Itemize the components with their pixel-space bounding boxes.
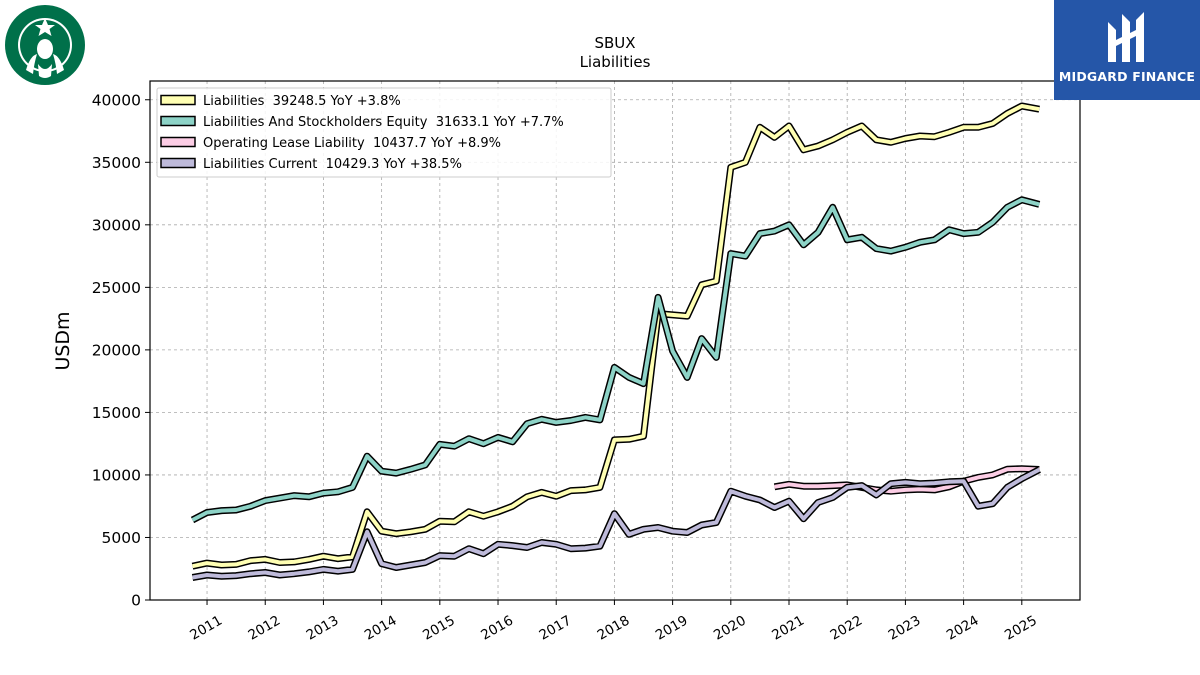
y-tick-label: 25000 <box>92 279 141 297</box>
x-tick-label: 2016 <box>478 613 516 644</box>
x-tick-label: 2023 <box>886 613 924 644</box>
series-line-outline-3 <box>191 466 1041 581</box>
y-tick-label: 0 <box>131 592 141 610</box>
x-tick-label: 2020 <box>711 613 749 644</box>
legend: Liabilities 39248.5 YoY +3.8% Liabilities… <box>156 87 612 178</box>
series-line-1 <box>191 197 1040 522</box>
legend-swatch <box>160 115 196 127</box>
brand-name: MIDGARD FINANCE <box>1058 69 1196 84</box>
x-tick-label: 2017 <box>536 613 574 644</box>
legend-entry: Operating Lease Liability 10437.7 YoY +8… <box>203 136 501 151</box>
x-tick-label: 2019 <box>653 613 691 644</box>
x-tick-label: 2024 <box>944 613 982 644</box>
legend-entry: Liabilities And Stockholders Equity 3163… <box>203 115 564 130</box>
y-tick-label: 5000 <box>102 529 141 547</box>
x-tick-label: 2021 <box>769 613 807 644</box>
series-line-outline-1 <box>190 196 1041 524</box>
legend-swatch <box>160 94 196 106</box>
legend-swatch <box>160 157 196 169</box>
x-tick-label: 2018 <box>595 613 633 644</box>
x-axis: 2011 2012 2013 2014 2015 2016 2017 2018 2019 2020… <box>187 600 1040 644</box>
y-tick-label: 35000 <box>92 154 141 172</box>
y-tick-label: 15000 <box>92 404 141 422</box>
x-tick-label: 2025 <box>1002 613 1040 644</box>
y-tick-label: 40000 <box>92 91 141 109</box>
series-line-2 <box>774 466 1040 494</box>
x-tick-label: 2011 <box>187 613 225 644</box>
x-tick-label: 2013 <box>304 613 342 644</box>
legend-swatch <box>160 136 196 148</box>
legend-box <box>156 87 612 178</box>
x-tick-label: 2022 <box>827 613 865 644</box>
series-layer <box>190 102 1041 581</box>
legend-entry: Liabilities Current 10429.3 YoY +38.5% <box>203 157 462 172</box>
series-line-0 <box>192 104 1040 569</box>
x-tick-label: 2014 <box>362 613 400 644</box>
y-tick-label: 20000 <box>92 341 141 359</box>
midgard-finance-logo: MIDGARD FINANCE <box>1054 0 1200 100</box>
legend-entry: Liabilities 39248.5 YoY +3.8% <box>203 94 401 109</box>
series-line-3 <box>192 467 1041 580</box>
chart-subtitle: Liabilities <box>580 53 651 71</box>
y-axis-label: USDm <box>52 311 74 370</box>
x-tick-label: 2012 <box>245 613 283 644</box>
chart-title: SBUX <box>594 34 635 52</box>
y-tick-label: 10000 <box>92 466 141 484</box>
y-axis: 0 5000 10000 15000 20000 25000 30000 35000 40000 <box>92 91 150 610</box>
y-tick-label: 30000 <box>92 216 141 234</box>
plot-frame <box>149 80 1081 601</box>
starbucks-siren-logo <box>4 4 86 86</box>
x-tick-label: 2015 <box>420 613 458 644</box>
